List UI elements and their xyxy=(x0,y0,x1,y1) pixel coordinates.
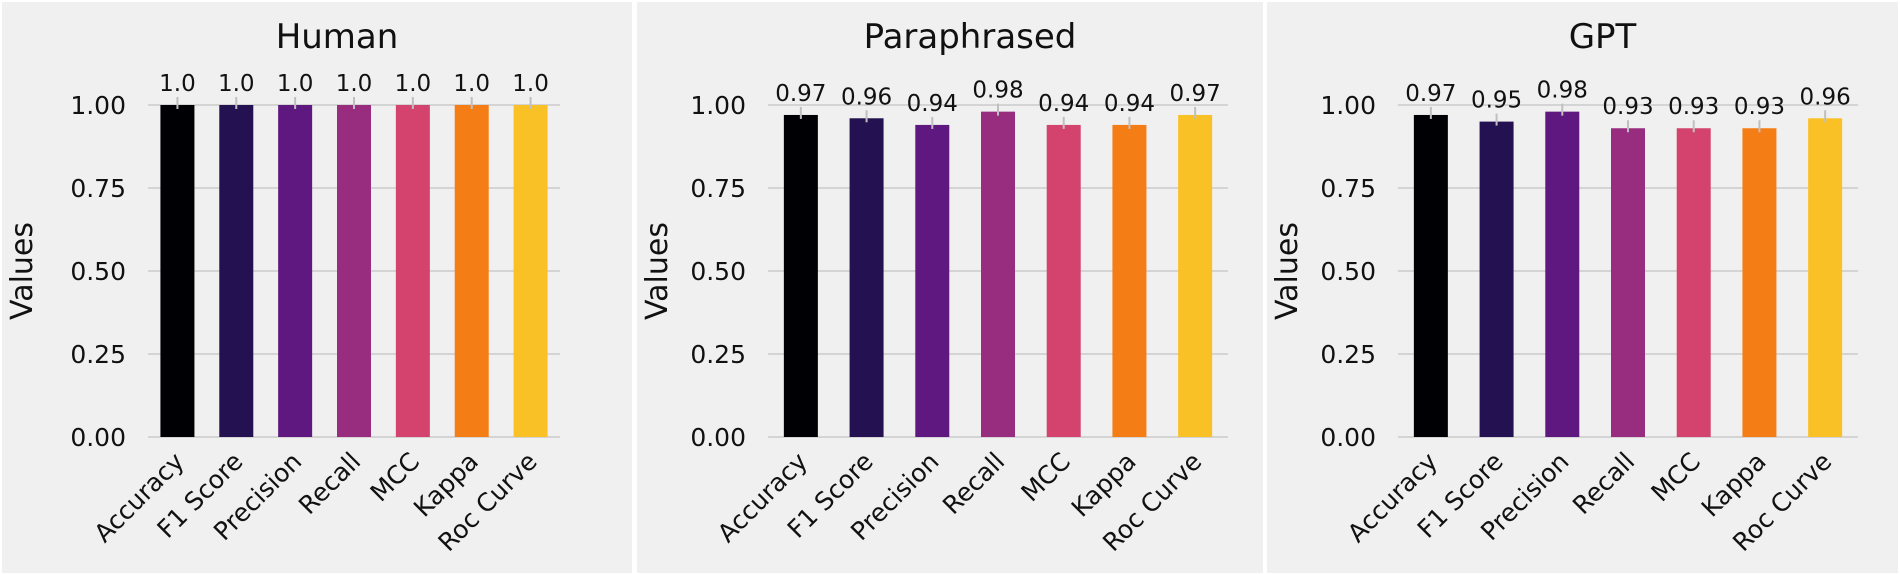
panel-background xyxy=(1267,2,1898,573)
y-axis-label: Values xyxy=(1270,222,1305,320)
y-axis-label: Values xyxy=(640,222,675,320)
data-label: 0.93 xyxy=(1602,94,1653,120)
y-tick-label: 0.25 xyxy=(1320,340,1376,369)
data-label: 0.94 xyxy=(1038,91,1089,117)
bar-mcc xyxy=(1046,124,1081,438)
y-tick-label: 0.00 xyxy=(1320,423,1376,452)
bar-recall xyxy=(337,105,371,437)
y-tick-label: 0.25 xyxy=(70,340,126,369)
bar-mcc xyxy=(395,105,430,437)
data-label: 1.0 xyxy=(218,71,255,97)
bar-precision xyxy=(1545,111,1580,437)
data-label: 1.0 xyxy=(395,71,432,97)
chart-title: Human xyxy=(276,17,399,57)
bar-recall xyxy=(1611,128,1645,438)
chart-title: Paraphrased xyxy=(864,17,1077,57)
bar-accuracy xyxy=(160,105,195,437)
data-label: 0.97 xyxy=(775,81,826,107)
y-tick-label: 1.00 xyxy=(70,91,126,120)
bar-f1-score xyxy=(1479,121,1514,437)
y-tick-label: 0.00 xyxy=(690,423,746,452)
data-label: 1.0 xyxy=(277,71,314,97)
y-tick-label: 1.00 xyxy=(690,91,746,120)
y-tick-label: 0.75 xyxy=(70,174,126,203)
chart-title: GPT xyxy=(1569,17,1637,57)
bar-f1-score xyxy=(219,105,254,437)
data-label: 0.98 xyxy=(972,78,1023,104)
data-label: 0.94 xyxy=(907,91,958,117)
data-label: 0.97 xyxy=(1170,81,1221,107)
bar-kappa xyxy=(1112,124,1147,438)
data-label: 0.96 xyxy=(1800,84,1851,110)
bar-accuracy xyxy=(783,114,818,438)
y-tick-label: 0.75 xyxy=(1320,174,1376,203)
data-label: 0.98 xyxy=(1537,78,1588,104)
data-label: 0.93 xyxy=(1668,94,1719,120)
bar-accuracy xyxy=(1413,114,1448,438)
bar-recall xyxy=(981,111,1015,437)
y-tick-label: 0.00 xyxy=(70,423,126,452)
data-label: 1.0 xyxy=(453,71,490,97)
data-label: 0.93 xyxy=(1734,94,1785,120)
data-label: 0.97 xyxy=(1405,81,1456,107)
bar-f1-score xyxy=(849,118,884,437)
bar-precision xyxy=(915,124,950,438)
bar-kappa xyxy=(1742,128,1777,438)
bar-precision xyxy=(278,105,313,437)
y-tick-label: 1.00 xyxy=(1320,91,1376,120)
panel-background xyxy=(637,2,1263,573)
data-label: 0.94 xyxy=(1104,91,1155,117)
y-axis-label: Values xyxy=(5,222,40,320)
y-tick-label: 0.50 xyxy=(70,257,126,286)
data-label: 0.96 xyxy=(841,84,892,110)
data-label: 1.0 xyxy=(336,71,373,97)
y-tick-label: 0.50 xyxy=(1320,257,1376,286)
y-tick-label: 0.25 xyxy=(690,340,746,369)
bar-roc-curve xyxy=(1808,118,1843,437)
y-tick-label: 0.75 xyxy=(690,174,746,203)
data-label: 0.95 xyxy=(1471,88,1522,114)
bar-roc-curve xyxy=(1178,114,1213,438)
bar-kappa xyxy=(454,105,489,437)
bar-roc-curve xyxy=(513,105,548,437)
data-label: 1.0 xyxy=(159,71,196,97)
bar-mcc xyxy=(1676,128,1711,438)
data-label: 1.0 xyxy=(512,71,549,97)
y-tick-label: 0.50 xyxy=(690,257,746,286)
